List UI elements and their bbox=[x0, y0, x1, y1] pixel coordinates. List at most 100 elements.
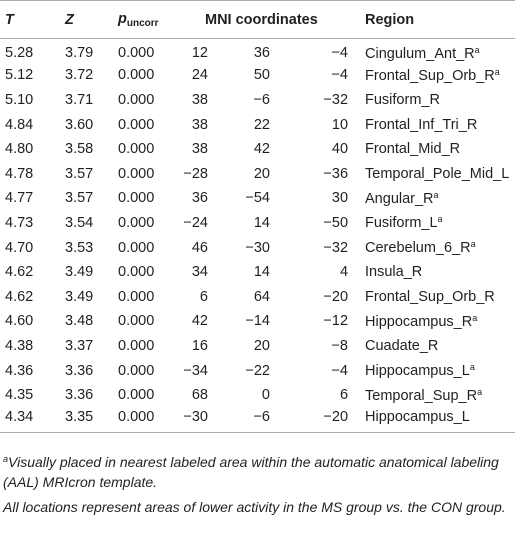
cell-x: 34 bbox=[191, 264, 208, 281]
header-t: T bbox=[5, 11, 14, 28]
cell-zc: −4 bbox=[331, 362, 349, 379]
cell-x: −34 bbox=[183, 362, 208, 379]
cell-zc: −20 bbox=[323, 288, 349, 305]
cell-z: 3.35 bbox=[65, 409, 94, 426]
cell-zc: 6 bbox=[339, 387, 349, 404]
cell-x: 38 bbox=[191, 141, 208, 158]
cell-y: −22 bbox=[245, 362, 270, 379]
cell-zc: −12 bbox=[323, 313, 349, 330]
cell-x: 38 bbox=[191, 91, 208, 108]
cell-z: 3.54 bbox=[65, 214, 94, 231]
cell-t: 4.70 bbox=[5, 239, 34, 256]
cell-t: 5.10 bbox=[5, 91, 34, 108]
cell-z: 3.58 bbox=[65, 141, 94, 158]
cell-y: −54 bbox=[245, 190, 270, 207]
region-note: a bbox=[437, 214, 443, 225]
cell-t: 4.77 bbox=[5, 190, 34, 207]
cell-z: 3.71 bbox=[65, 91, 94, 108]
cell-y: 0 bbox=[261, 387, 270, 404]
region-name: Temporal_Sup_R bbox=[365, 387, 478, 404]
cell-z: 3.36 bbox=[65, 362, 94, 379]
cell-z: 3.79 bbox=[65, 45, 94, 62]
table-row: 5.10 3.71 0.000 38 −6 −32 Fusiform_R bbox=[0, 88, 515, 113]
cell-t: 4.35 bbox=[5, 387, 34, 404]
footnote: All locations represent areas of lower a… bbox=[3, 497, 513, 517]
cell-y: −6 bbox=[253, 91, 270, 108]
cell-region: Temporal_Pole_Mid_L bbox=[350, 161, 515, 186]
table-row: 4.34 3.35 0.000 −30 −6 −20 Hippocampus_L bbox=[0, 407, 515, 432]
cell-x: 46 bbox=[191, 239, 208, 256]
cell-region: Hippocampus_Ra bbox=[350, 309, 515, 334]
cell-p: 0.000 bbox=[118, 190, 155, 207]
cell-p: 0.000 bbox=[118, 116, 155, 133]
cell-t: 4.80 bbox=[5, 141, 34, 158]
region-name: Hippocampus_L bbox=[365, 363, 470, 380]
cell-p: 0.000 bbox=[118, 387, 155, 404]
cell-zc: 40 bbox=[331, 141, 349, 158]
cell-y: 42 bbox=[253, 141, 270, 158]
cell-x: 24 bbox=[191, 67, 208, 84]
cell-y: −6 bbox=[253, 409, 270, 426]
cell-p: 0.000 bbox=[118, 67, 155, 84]
region-note: a bbox=[470, 239, 476, 250]
cell-p: 0.000 bbox=[118, 45, 155, 62]
region-note: a bbox=[472, 312, 478, 323]
region-note: a bbox=[433, 189, 439, 200]
table-header: T Z puncorr MNI coordinates Region bbox=[0, 0, 515, 39]
region-name: Insula_R bbox=[365, 264, 423, 281]
cell-zc: −4 bbox=[331, 45, 349, 62]
cell-zc: −4 bbox=[331, 67, 349, 84]
table-row: 4.73 3.54 0.000 −24 14 −50 Fusiform_La bbox=[0, 211, 515, 236]
cell-region: Temporal_Sup_Ra bbox=[350, 383, 515, 408]
cell-y: −14 bbox=[245, 313, 270, 330]
footnotes: aVisually placed in nearest labeled area… bbox=[3, 449, 513, 522]
cell-zc: −32 bbox=[323, 239, 349, 256]
cell-p: 0.000 bbox=[118, 214, 155, 231]
table-row: 4.78 3.57 0.000 −28 20 −36 Temporal_Pole_Mid_L bbox=[0, 161, 515, 186]
cell-z: 3.48 bbox=[65, 313, 94, 330]
cell-p: 0.000 bbox=[118, 362, 155, 379]
cell-x: −30 bbox=[183, 409, 208, 426]
region-name: Cingulum_Ant_R bbox=[365, 45, 475, 62]
cell-t: 5.28 bbox=[5, 45, 34, 62]
cell-region: Frontal_Sup_Orb_R bbox=[350, 284, 515, 309]
cell-zc: 4 bbox=[339, 264, 349, 281]
cell-z: 3.60 bbox=[65, 116, 94, 133]
region-name: Cuadate_R bbox=[365, 337, 439, 354]
cell-x: −28 bbox=[183, 165, 208, 182]
cell-t: 4.84 bbox=[5, 116, 34, 133]
cell-t: 4.34 bbox=[5, 409, 34, 426]
table-row: 5.12 3.72 0.000 24 50 −4 Frontal_Sup_Orb_Ra bbox=[0, 63, 515, 88]
header-z: Z bbox=[65, 11, 74, 28]
cell-z: 3.57 bbox=[65, 190, 94, 207]
cell-region: Frontal_Inf_Tri_R bbox=[350, 112, 515, 137]
header-p-symbol: p bbox=[118, 10, 127, 27]
region-note: a bbox=[477, 386, 483, 397]
cell-region: Insula_R bbox=[350, 260, 515, 285]
header-region: Region bbox=[365, 11, 415, 28]
cell-p: 0.000 bbox=[118, 409, 155, 426]
region-note: a bbox=[494, 66, 500, 77]
cell-region: Fusiform_R bbox=[350, 88, 515, 113]
cell-region: Cerebelum_6_Ra bbox=[350, 235, 515, 260]
cell-region: Fusiform_La bbox=[350, 211, 515, 236]
cell-y: 36 bbox=[253, 45, 270, 62]
table-row: 4.38 3.37 0.000 16 20 −8 Cuadate_R bbox=[0, 334, 515, 359]
cell-x: 12 bbox=[191, 45, 208, 62]
cell-zc: −36 bbox=[323, 165, 349, 182]
region-name: Hippocampus_L bbox=[365, 409, 470, 426]
region-name: Cerebelum_6_R bbox=[365, 240, 471, 257]
table-row: 4.84 3.60 0.000 38 22 10 Frontal_Inf_Tri_R bbox=[0, 112, 515, 137]
cell-y: 20 bbox=[253, 165, 270, 182]
cell-x: 42 bbox=[191, 313, 208, 330]
cell-z: 3.37 bbox=[65, 337, 94, 354]
cell-region: Frontal_Sup_Orb_Ra bbox=[350, 63, 515, 88]
cell-y: 64 bbox=[253, 288, 270, 305]
cell-t: 5.12 bbox=[5, 67, 34, 84]
header-mni: MNI coordinates bbox=[205, 11, 318, 28]
region-name: Fusiform_L bbox=[365, 215, 438, 232]
cell-x: 6 bbox=[199, 288, 208, 305]
region-name: Hippocampus_R bbox=[365, 313, 473, 330]
cell-t: 4.78 bbox=[5, 165, 34, 182]
